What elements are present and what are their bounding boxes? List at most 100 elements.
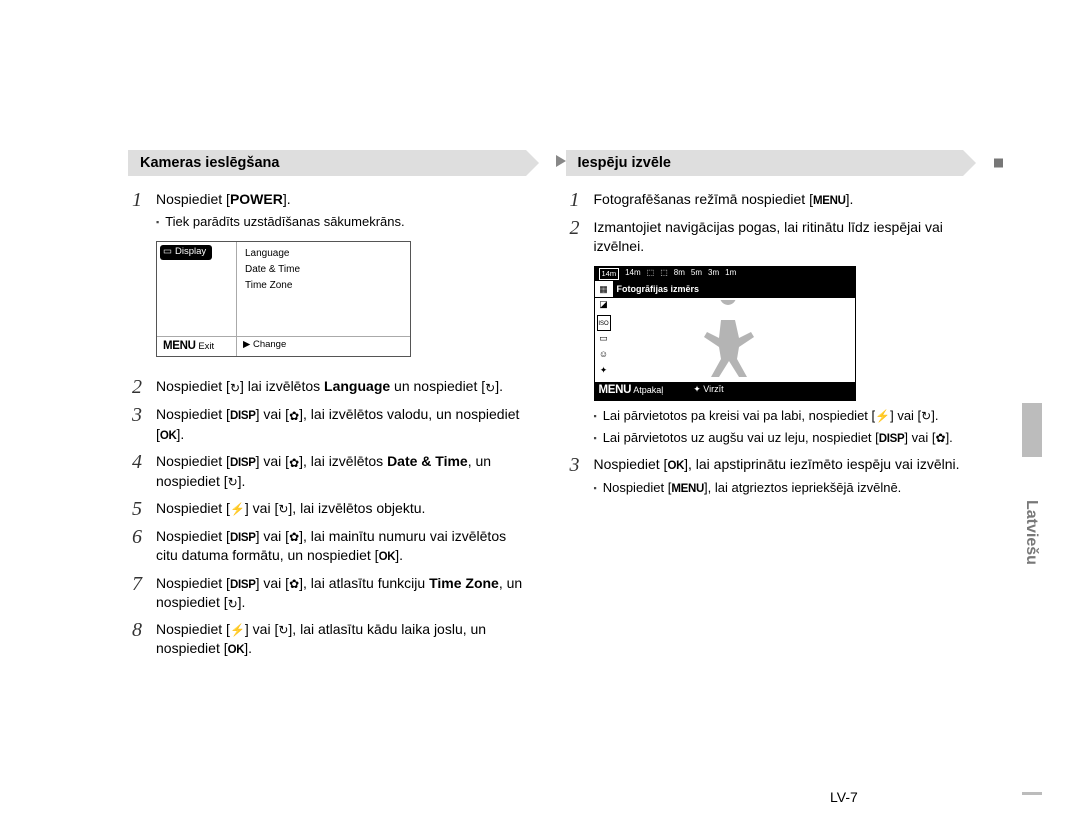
timer-icon: ↻ xyxy=(278,622,288,638)
right-steps: 1 Fotografēšanas režīmā nospiediet [MENU… xyxy=(566,190,964,497)
step-6: 6 Nospiediet [DISP] vai [✿], lai mainītu… xyxy=(128,527,526,566)
back-text: Atpakaļ xyxy=(633,385,663,395)
right-column: Iespēju izvēle 1 Fotografēšanas režīmā n… xyxy=(566,150,964,667)
text: Nospiediet [ xyxy=(603,480,672,495)
timezone-bold: Time Zone xyxy=(429,575,499,591)
macro-icon: ✿ xyxy=(289,455,299,471)
text: ] vai [ xyxy=(256,453,289,469)
step-number: 2 xyxy=(128,377,146,397)
ok-btn: OK xyxy=(228,644,245,656)
page-content: Kameras ieslēgšana 1 Nospiediet [POWER].… xyxy=(128,150,963,667)
size-chip: 14m xyxy=(625,268,641,279)
ok-btn: OK xyxy=(667,460,684,472)
text: ] vai [ xyxy=(890,408,921,423)
step-body: Nospiediet [POWER]. Tiek parādīts uzstād… xyxy=(156,190,526,369)
power-label: POWER xyxy=(230,191,283,207)
lcd-side-icons: ◪ ISO ▭ ☺ ✦ xyxy=(595,298,613,382)
move-text: Virzīt xyxy=(703,384,723,394)
step-number: 8 xyxy=(128,620,146,658)
left-heading-ribbon: Kameras ieslēgšana xyxy=(128,150,526,176)
text: ]. xyxy=(283,191,291,207)
lcd-preview xyxy=(613,298,855,382)
step-number: 1 xyxy=(566,190,584,210)
text: ], lai atgrieztos iepriekšējā izvēlnē. xyxy=(704,480,901,495)
flash-icon: ⚡ xyxy=(230,501,245,517)
options-lcd-mock: 14m 14m ⬚ ⬚ 8m 5m 3m 1m ▦ xyxy=(594,266,856,401)
disp-btn: DISP xyxy=(230,532,256,544)
text: ] vai [ xyxy=(904,430,935,445)
flash-icon: ⚡ xyxy=(875,408,890,424)
disp-btn: DISP xyxy=(230,579,256,591)
two-columns: Kameras ieslēgšana 1 Nospiediet [POWER].… xyxy=(128,150,963,667)
text: ] vai [ xyxy=(256,406,289,422)
text: Izmantojiet navigācijas pogas, lai ritin… xyxy=(594,219,943,254)
ok-btn: OK xyxy=(160,430,177,442)
menu-item: Time Zone xyxy=(245,278,300,294)
ev-icon: ◪ xyxy=(595,298,613,314)
menu-btn: MENU xyxy=(671,483,704,495)
step-2: 2 Nospiediet [↻] lai izvēlētos Language … xyxy=(128,377,526,397)
macro-icon: ✿ xyxy=(936,430,946,446)
step-body: Izmantojiet navigācijas pogas, lai ritin… xyxy=(594,218,964,447)
text: ], lai izvēlētos objektu. xyxy=(288,500,425,516)
step-body: Fotografēšanas režīmā nospiediet [MENU]. xyxy=(594,190,964,210)
move-cell: ✦ Virzīt xyxy=(693,383,723,399)
text: ]. xyxy=(244,640,252,656)
disp-btn: DISP xyxy=(230,410,256,422)
screen-bottom-bar: MENU Exit ▶ Change xyxy=(157,336,410,357)
step-number: 1 xyxy=(128,190,146,369)
photo-size-label: Fotogrāfijas izmērs xyxy=(613,281,855,297)
exit-cell: MENU Exit xyxy=(157,337,237,357)
sub-bullet: Lai pārvietotos uz augšu vai uz leju, no… xyxy=(594,429,964,448)
step-body: Nospiediet [DISP] vai [✿], lai izvēlētos… xyxy=(156,452,526,490)
sub-text: Tiek parādīts uzstādīšanas sākumekrāns. xyxy=(165,213,404,231)
step-body: Nospiediet [DISP] vai [✿], lai mainītu n… xyxy=(156,527,526,566)
flash-icon: ⚡ xyxy=(230,622,245,638)
text: ]. xyxy=(395,547,403,563)
text: ] vai [ xyxy=(256,575,289,591)
menu-btn-label: MENU xyxy=(599,384,632,396)
sub-text: Lai pārvietotos uz augšu vai uz leju, no… xyxy=(603,429,953,448)
text: Lai pārvietotos pa kreisi vai pa labi, n… xyxy=(603,408,875,423)
left-column: Kameras ieslēgšana 1 Nospiediet [POWER].… xyxy=(128,150,526,667)
text: ], lai apstiprinātu iezīmēto iespēju vai… xyxy=(684,456,959,472)
size-chip: ⬚ xyxy=(660,268,668,279)
step-body: Nospiediet [DISP] vai [✿], lai atlasītu … xyxy=(156,574,526,612)
datetime-bold: Date & Time xyxy=(387,453,468,469)
screen-right-pane: Language Date & Time Time Zone xyxy=(237,242,308,336)
step-number: 4 xyxy=(128,452,146,490)
page-number: LV-7 xyxy=(830,789,858,805)
size-chip: 1m xyxy=(725,268,736,279)
sub-text: Nospiediet [MENU], lai atgrieztos ieprie… xyxy=(603,479,902,498)
step-5: 5 Nospiediet [⚡] vai [↻], lai izvēlētos … xyxy=(128,499,526,519)
text: ]. xyxy=(238,594,246,610)
right-heading-ribbon: Iespēju izvēle xyxy=(566,150,964,176)
r-step-3: 3 Nospiediet [OK], lai apstiprinātu iezī… xyxy=(566,455,964,497)
step-body: Nospiediet [⚡] vai [↻], lai izvēlētos ob… xyxy=(156,499,526,519)
wb-icon: ▭ xyxy=(595,332,613,348)
step-3: 3 Nospiediet [DISP] vai [✿], lai izvēlēt… xyxy=(128,405,526,444)
step-4: 4 Nospiediet [DISP] vai [✿], lai izvēlēt… xyxy=(128,452,526,490)
step-number: 2 xyxy=(566,218,584,447)
sub-bullet: Nospiediet [MENU], lai atgrieztos ieprie… xyxy=(594,479,964,498)
change-arrow-icon: ▶ xyxy=(243,339,250,350)
side-tab-footer-mark xyxy=(1022,792,1042,795)
lcd-top-bar: 14m 14m ⬚ ⬚ 8m 5m 3m 1m xyxy=(595,267,855,281)
r-step-2: 2 Izmantojiet navigācijas pogas, lai rit… xyxy=(566,218,964,447)
lcd-bottom-bar: MENU Atpakaļ ✦ Virzīt xyxy=(595,382,855,400)
text: un nospiediet [ xyxy=(390,378,485,394)
text: Lai pārvietotos uz augšu vai uz leju, no… xyxy=(603,430,879,445)
person-silhouette-icon xyxy=(673,300,783,382)
size-chip: 14m xyxy=(599,268,620,280)
menu-btn: MENU xyxy=(813,195,846,207)
step-1: 1 Nospiediet [POWER]. Tiek parādīts uzst… xyxy=(128,190,526,369)
menu-item: Language xyxy=(245,246,300,262)
ok-btn: OK xyxy=(379,551,396,563)
focus-icon: ✦ xyxy=(595,364,613,380)
setup-screen-mock: ▭ Display Language Date & Time Time Zone xyxy=(156,241,411,358)
display-label: Display xyxy=(175,246,206,259)
text: ] lai izvēlētos xyxy=(240,378,324,394)
text: Fotografēšanas režīmā nospiediet [ xyxy=(594,191,813,207)
left-heading-text: Kameras ieslēgšana xyxy=(140,155,279,171)
timer-icon: ↻ xyxy=(278,501,288,517)
